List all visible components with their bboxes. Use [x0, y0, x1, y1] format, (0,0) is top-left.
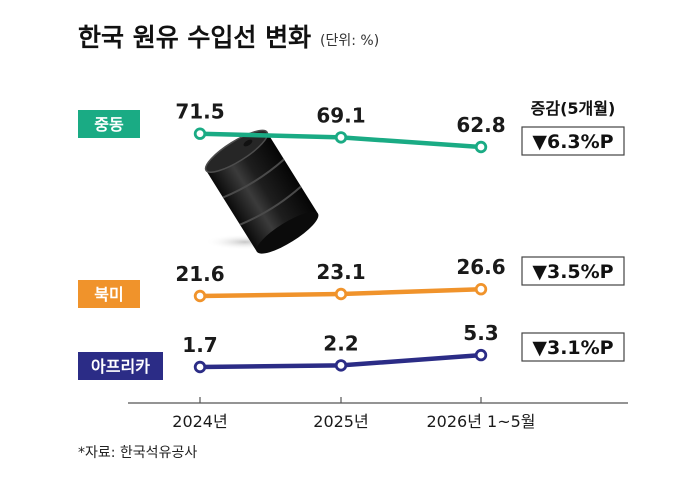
data-point [193, 127, 207, 140]
series-label: 중동 [94, 115, 124, 134]
source-note: *자료: 한국석유공사 [78, 445, 197, 461]
data-point [474, 140, 488, 154]
data-label: 23.1 [316, 260, 365, 284]
data-label: 71.5 [175, 100, 224, 124]
data-point [334, 359, 348, 372]
oil-barrel-icon [204, 129, 319, 254]
data-point [474, 348, 488, 362]
chart-title: 한국 원유 수입선 변화 [78, 23, 311, 52]
change-box [521, 256, 625, 286]
change-box [521, 332, 625, 362]
data-point [334, 131, 348, 144]
data-label: 62.8 [456, 113, 505, 137]
x-tick-label: 2025년 [313, 412, 368, 431]
unit-label: (단위: %) [320, 33, 379, 49]
data-label: 5.3 [463, 321, 498, 345]
change-value: ▼6.3%P [532, 131, 613, 153]
data-label: 26.6 [456, 255, 505, 279]
series-layer: 71.5 69.1 62.8 중동 ▼6.3%P 21.6 23.1 26.6 북미 ▼3.5%P… [78, 100, 625, 380]
data-point [474, 283, 488, 296]
x-ticks: 2024년 2025년 2026년 1~5월 [172, 397, 536, 431]
series-label-box [78, 280, 140, 308]
data-label: 21.6 [175, 262, 224, 286]
change-header: 증감(5개월) [531, 99, 616, 118]
change-value: ▼3.1%P [532, 337, 613, 359]
data-point [193, 360, 207, 374]
change-box [521, 126, 625, 156]
series-label-box [78, 110, 140, 138]
change-value: ▼3.5%P [532, 261, 613, 283]
data-point [334, 287, 348, 301]
data-label: 2.2 [323, 331, 358, 355]
series-label: 아프리카 [91, 357, 150, 376]
x-tick-label: 2026년 1~5월 [426, 412, 535, 431]
series-label: 북미 [94, 285, 123, 304]
data-label: 1.7 [182, 333, 217, 357]
x-tick-label: 2024년 [172, 412, 227, 431]
data-label: 69.1 [316, 103, 365, 127]
data-point [193, 289, 207, 303]
series-label-box [78, 352, 163, 380]
